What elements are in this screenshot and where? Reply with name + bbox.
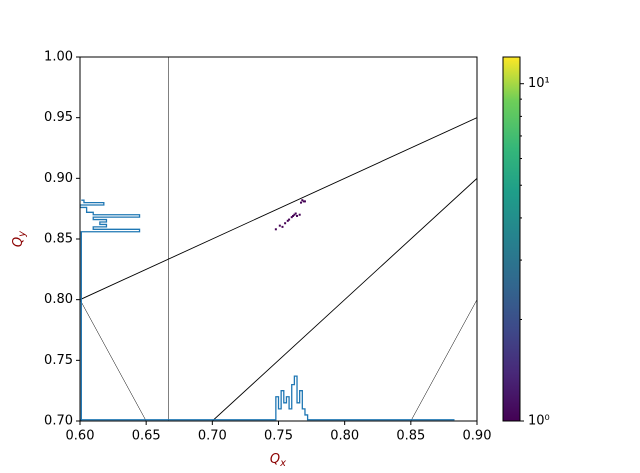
x-tick-label: 0.65: [132, 429, 161, 444]
resonance-line: [80, 299, 147, 421]
x-axis-label: Qx: [270, 452, 286, 470]
histogram: [80, 199, 141, 421]
scatter-point: [292, 214, 295, 217]
y-axis-label: Qy: [11, 230, 29, 247]
scatter-point: [303, 200, 306, 203]
y-label-subscript: y: [17, 230, 28, 238]
colorbar-tick-label: 10⁰: [528, 414, 550, 429]
x-tick-label: 0.90: [463, 429, 492, 444]
colorbar: [503, 57, 520, 421]
scatter-point: [294, 212, 297, 215]
x-label-subscript: x: [279, 458, 286, 469]
x-tick-label: 0.80: [330, 429, 359, 444]
y-tick-label: 0.90: [44, 171, 73, 186]
colorbar-tick-label: 10¹: [528, 76, 550, 91]
resonance-line: [80, 117, 477, 301]
y-tick-label: 0.80: [44, 292, 73, 307]
y-tick-label: 0.75: [44, 353, 73, 368]
scatter-point: [274, 228, 277, 231]
scatter-point: [286, 219, 289, 222]
histogram: [80, 375, 455, 421]
resonance-line: [212, 178, 477, 421]
colorbar-frame: [502, 56, 521, 422]
plot-frame: [79, 56, 478, 422]
x-tick-label: 0.60: [66, 429, 95, 444]
scatter-point: [278, 224, 281, 227]
x-tick-label: 0.70: [198, 429, 227, 444]
scatter-point: [299, 201, 302, 204]
x-tick-label: 0.75: [264, 429, 293, 444]
scatter-point: [290, 216, 293, 219]
y-tick-label: 1.00: [44, 50, 73, 65]
y-label-symbol: Q: [11, 237, 26, 247]
scatter-point: [298, 213, 301, 216]
scatter-point: [281, 225, 284, 228]
resonance-line: [410, 299, 477, 421]
scatter-point: [302, 200, 305, 203]
y-tick-label: 0.70: [44, 414, 73, 429]
plot-area: [80, 57, 477, 421]
x-label-symbol: Q: [270, 452, 280, 467]
scatter-point: [293, 213, 296, 216]
scatter-point: [284, 222, 287, 225]
y-tick-label: 0.95: [44, 110, 73, 125]
x-tick-label: 0.85: [396, 429, 425, 444]
scatter-point: [301, 199, 304, 202]
scatter-point: [296, 214, 299, 217]
scatter-point: [288, 218, 291, 221]
y-tick-label: 0.85: [44, 232, 73, 247]
